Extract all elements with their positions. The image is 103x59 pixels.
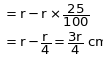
Text: $= \mathrm{r} - \dfrac{\mathrm{r}}{4} = \dfrac{3\mathrm{r}}{4}\ \mathrm{cm}$: $= \mathrm{r} - \dfrac{\mathrm{r}}{4} = … xyxy=(3,31,103,57)
Text: $= \mathrm{r} - \mathrm{r} \times \dfrac{25}{100}$: $= \mathrm{r} - \mathrm{r} \times \dfrac… xyxy=(3,3,90,29)
